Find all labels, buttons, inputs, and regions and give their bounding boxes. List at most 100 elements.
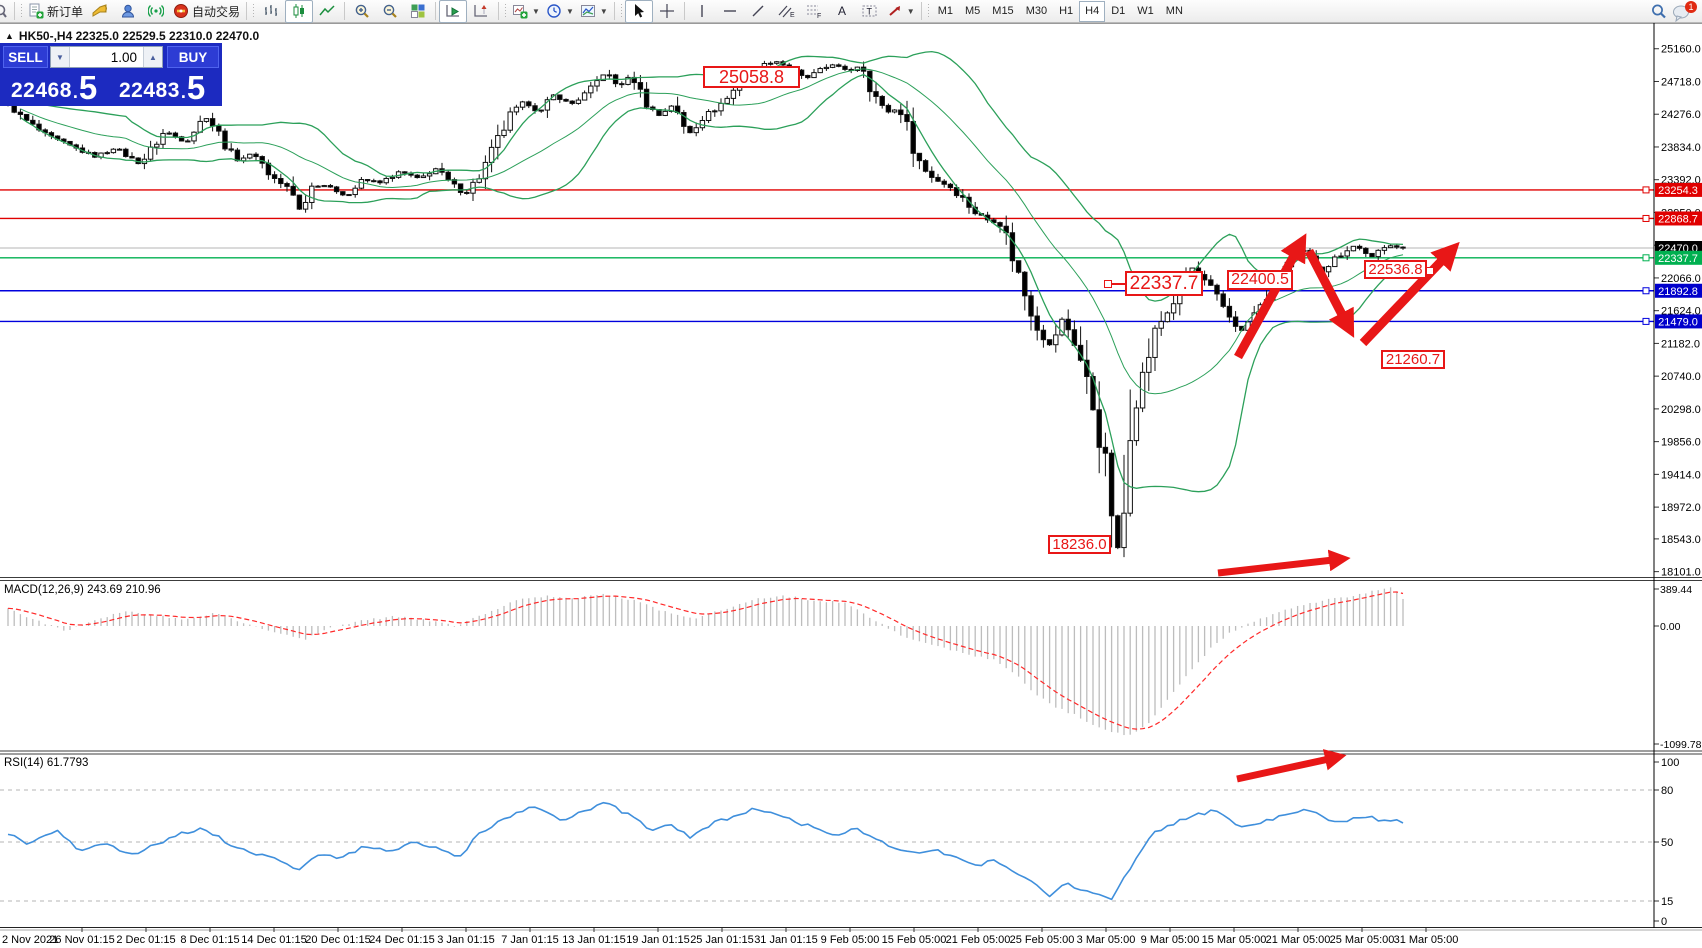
candle-body: [879, 95, 885, 106]
trend-arrow[interactable]: [1217, 549, 1351, 577]
price-annotation[interactable]: 22337.7: [1104, 271, 1203, 296]
horizontal-line-button[interactable]: [716, 0, 744, 23]
announcement-horn-button[interactable]: [86, 0, 114, 23]
timeframe-MN[interactable]: MN: [1165, 5, 1183, 17]
timeframe-W1[interactable]: W1: [1137, 5, 1154, 17]
timeframe-H1[interactable]: H1: [1059, 5, 1074, 17]
bar-chart-button[interactable]: [257, 0, 285, 23]
trend-arrow[interactable]: [1359, 241, 1460, 347]
candle-body: [160, 132, 166, 145]
periods-button[interactable]: ▼: [543, 0, 577, 23]
chat-button[interactable]: 1: [1672, 0, 1697, 22]
candle-body: [997, 222, 1003, 227]
candle-body: [1009, 232, 1016, 262]
price-badge[interactable]: [1655, 314, 1702, 329]
candle-body: [662, 110, 668, 116]
timeframe-M1[interactable]: M1: [937, 5, 953, 17]
auto-scroll-button[interactable]: [439, 0, 468, 23]
level-anchor-square[interactable]: [1642, 287, 1650, 295]
trendline-button[interactable]: [744, 0, 772, 23]
chart-canvas[interactable]: 25160.024718.024276.023834.023392.022950…: [0, 23, 1702, 948]
macd-axis-label: 389.44: [1660, 584, 1692, 596]
candle-body: [916, 152, 923, 162]
timeframe-H4[interactable]: H4: [1079, 0, 1106, 22]
price-annotation[interactable]: 25058.8: [703, 66, 800, 88]
candle-body: [1046, 339, 1053, 346]
volume-input[interactable]: [70, 48, 143, 66]
chart-shift-button[interactable]: [467, 0, 495, 23]
volume-decrease-button[interactable]: ▼: [51, 47, 70, 67]
macd-signal-line: [7, 591, 1404, 730]
timeframe-M15[interactable]: M15: [992, 5, 1014, 17]
equidistant-channel-button[interactable]: E: [772, 0, 800, 23]
clipped-toolbar-icon[interactable]: [0, 1, 11, 22]
price-annotation[interactable]: 22536.8: [1364, 260, 1434, 279]
templates-button[interactable]: ▼: [577, 0, 611, 23]
level-anchor-square[interactable]: [1642, 254, 1650, 262]
candle-body: [519, 101, 526, 108]
group-grip: [20, 3, 23, 19]
price-annotation[interactable]: 22400.5: [1227, 270, 1293, 290]
text-label-button[interactable]: T: [856, 0, 884, 23]
timeframe-M30[interactable]: M30: [1025, 5, 1048, 17]
svg-text:E: E: [790, 12, 795, 19]
cursor-button[interactable]: [624, 0, 653, 23]
price-badge[interactable]: [1655, 182, 1702, 197]
annotation-anchor: [1426, 266, 1434, 275]
price-annotation[interactable]: 18236.0: [1048, 535, 1111, 554]
signal-button[interactable]: [142, 0, 170, 23]
buy-button[interactable]: BUY: [167, 46, 219, 68]
fibonacci-button[interactable]: F: [800, 0, 828, 23]
candle-body: [1028, 295, 1034, 317]
sell-button[interactable]: SELL: [3, 46, 48, 68]
trend-arrow[interactable]: [1234, 233, 1307, 360]
candle-body: [569, 100, 575, 104]
collapse-triangle-icon[interactable]: ▲: [5, 31, 14, 41]
zoom-out-button[interactable]: [376, 0, 404, 23]
x-axis-label: 24 Dec 01:15: [369, 934, 434, 946]
level-anchor-square[interactable]: [1642, 214, 1650, 222]
arrows-tool-button[interactable]: ▼: [884, 0, 918, 23]
zoom-out-icon: [383, 4, 397, 18]
candle-body: [445, 171, 451, 181]
y-axis-label: 23834.0: [1661, 142, 1701, 154]
trend-arrow[interactable]: [1305, 248, 1355, 338]
search-button[interactable]: [1644, 0, 1672, 23]
price-badge[interactable]: [1655, 283, 1702, 298]
candle-body: [798, 69, 805, 76]
text-button[interactable]: A: [828, 0, 856, 23]
volume-stepper: ▼ ▲: [50, 46, 163, 68]
zoom-in-button[interactable]: [348, 0, 376, 23]
level-anchor-square[interactable]: [1642, 186, 1650, 194]
timeframe-M5[interactable]: M5: [965, 5, 981, 17]
candle-body: [495, 135, 501, 148]
crosshair-button[interactable]: [653, 0, 681, 23]
candle-body: [185, 140, 191, 143]
candle-body: [420, 175, 427, 179]
price-annotation[interactable]: 21260.7: [1381, 350, 1445, 369]
sell-price[interactable]: 22468 . 5: [3, 70, 104, 104]
auto-trading-button[interactable]: 自动交易: [170, 0, 243, 23]
candle-body: [321, 185, 327, 188]
candle-body: [594, 80, 600, 87]
timeframe-D1[interactable]: D1: [1111, 5, 1126, 17]
new-order-button[interactable]: 新订单: [25, 0, 86, 23]
price-badge[interactable]: [1655, 211, 1702, 226]
tile-windows-button[interactable]: [404, 0, 432, 23]
sell-price-int: 22468: [11, 79, 72, 102]
candle-body: [836, 64, 842, 67]
template-chart-icon: [580, 5, 595, 17]
vertical-line-button[interactable]: [688, 0, 716, 23]
candle-body: [1096, 409, 1102, 448]
candle-body: [538, 109, 544, 112]
line-chart-button[interactable]: [313, 0, 341, 23]
candlestick-button[interactable]: [285, 0, 314, 23]
price-badge[interactable]: [1655, 250, 1702, 265]
trend-arrow[interactable]: [1236, 749, 1347, 783]
volume-increase-button[interactable]: ▲: [143, 47, 162, 67]
buy-price[interactable]: 22483 . 5: [111, 70, 219, 104]
candle-body: [829, 64, 836, 68]
level-anchor-square[interactable]: [1642, 317, 1650, 325]
user-profile-button[interactable]: [114, 0, 142, 23]
indicators-button[interactable]: ▼: [509, 0, 543, 23]
